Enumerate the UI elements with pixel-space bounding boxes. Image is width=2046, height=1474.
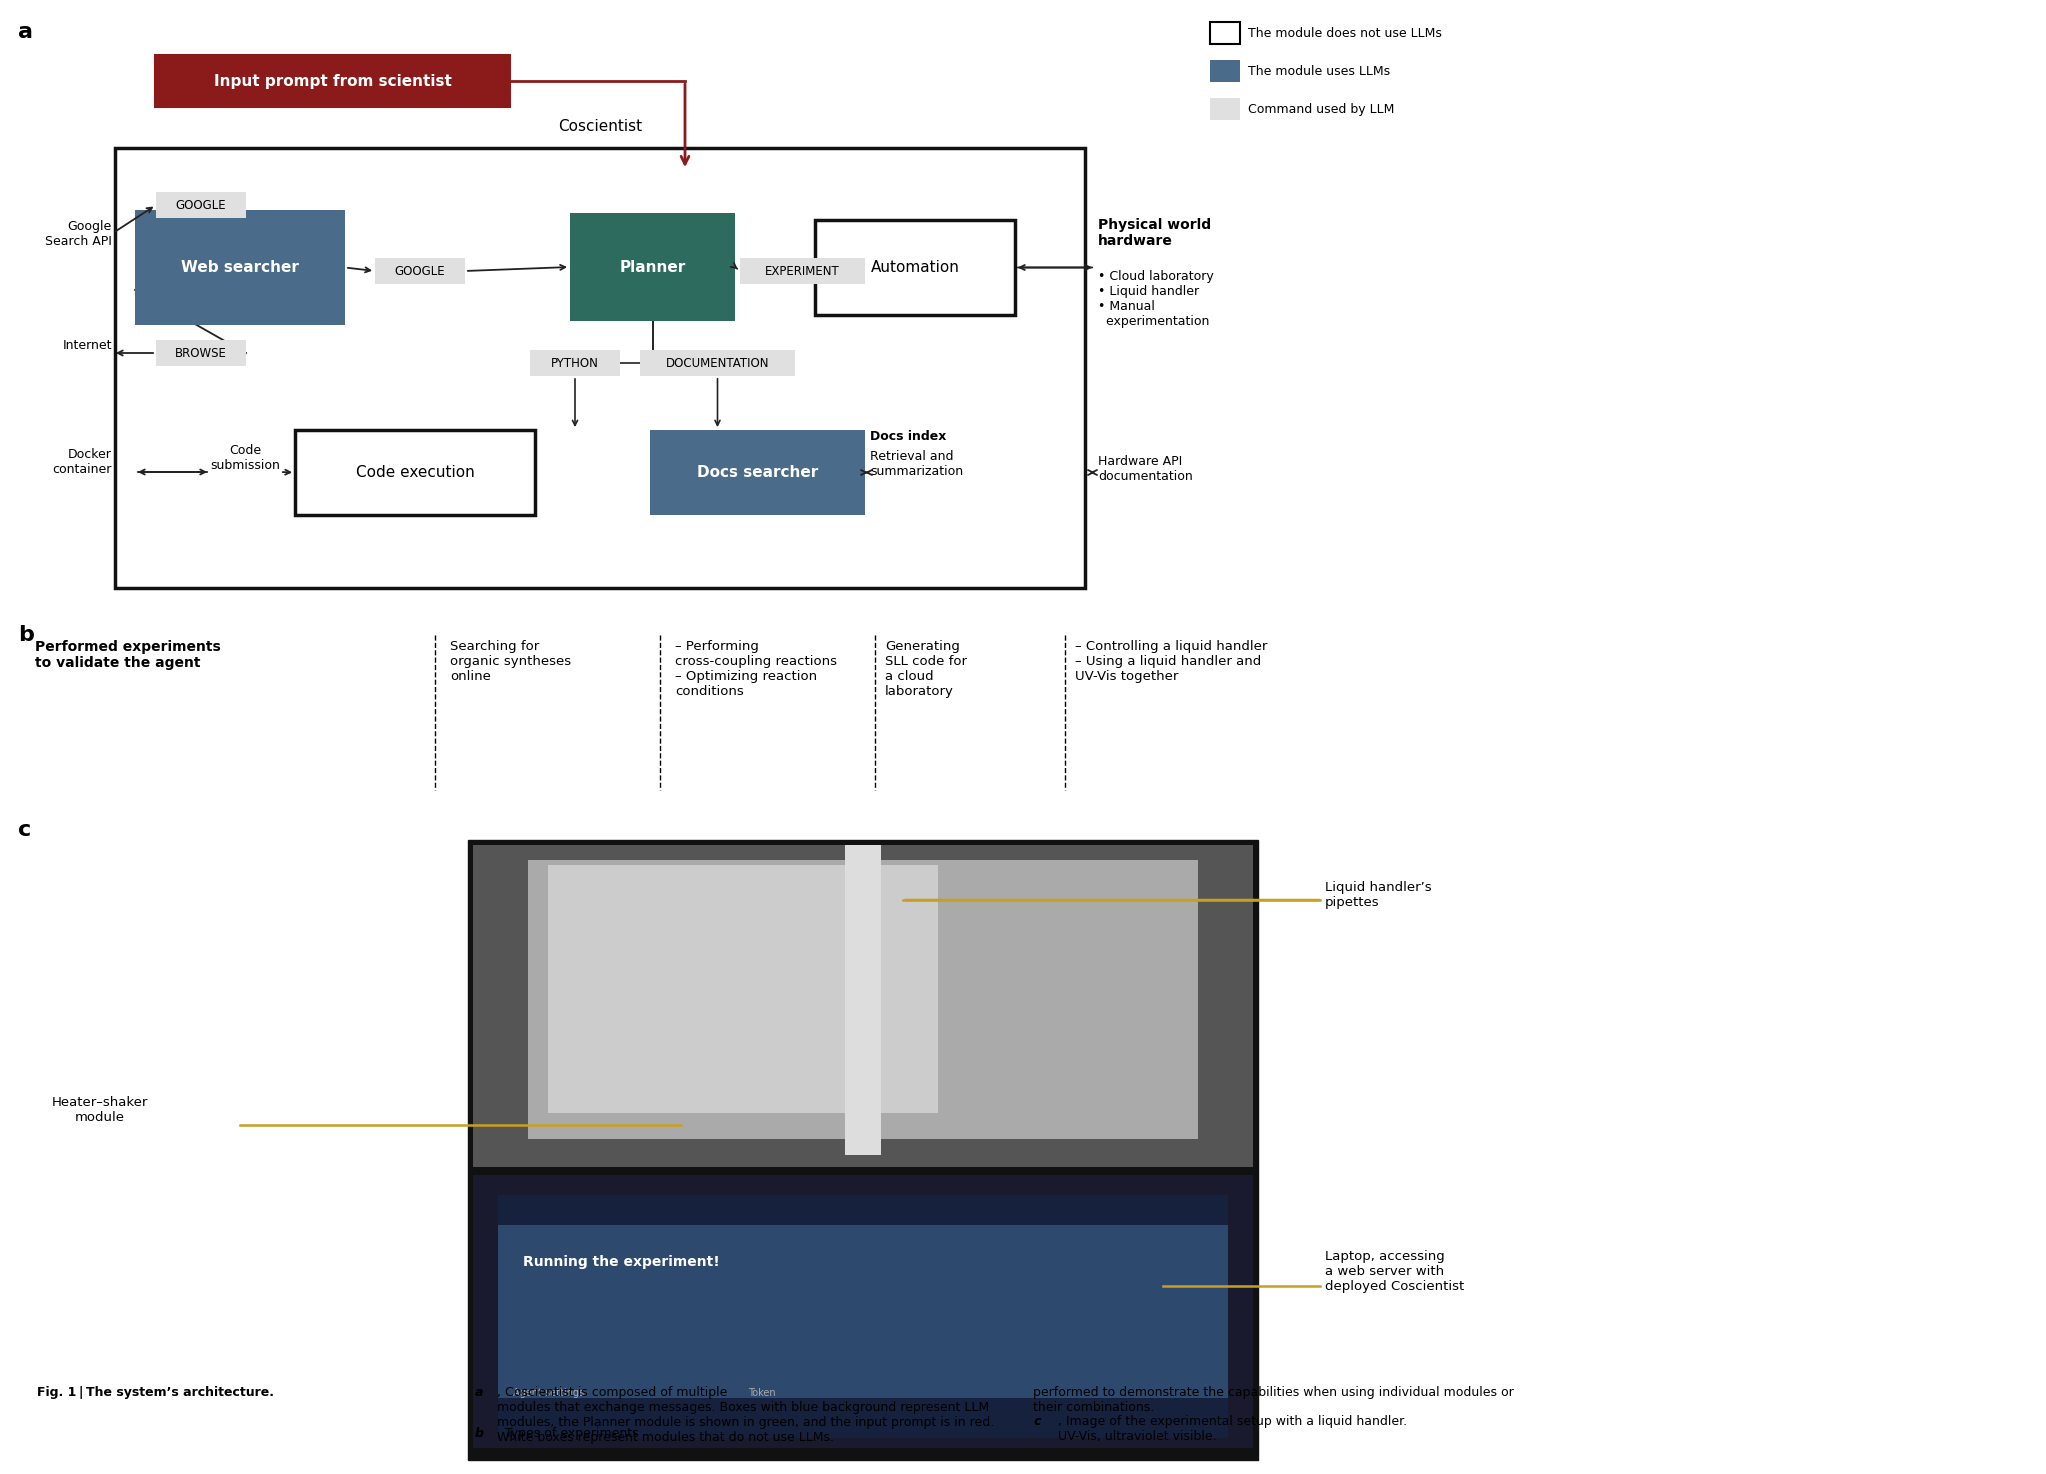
Text: Running the experiment!: Running the experiment! [524, 1254, 720, 1269]
Text: b: b [18, 625, 35, 646]
Text: The module does not use LLMs: The module does not use LLMs [1248, 27, 1442, 40]
Text: Code
submission: Code submission [211, 444, 280, 472]
Text: EXPERIMENT: EXPERIMENT [765, 264, 839, 277]
Text: Docs index: Docs index [870, 430, 947, 444]
Text: performed to demonstrate the capabilities when using individual modules or
their: performed to demonstrate the capabilitie… [1033, 1386, 1514, 1414]
Bar [155, 55, 509, 108]
Text: Input prompt from scientist: Input prompt from scientist [213, 74, 452, 88]
Bar [1209, 97, 1240, 119]
Bar [497, 1225, 1228, 1397]
Text: Command used by LLM: Command used by LLM [1248, 103, 1395, 115]
Text: – Controlling a liquid handler
– Using a liquid handler and
UV-Vis together: – Controlling a liquid handler – Using a… [1074, 640, 1266, 682]
Text: c: c [1033, 1415, 1041, 1428]
Bar [845, 845, 882, 1156]
Bar [1209, 60, 1240, 83]
Bar [548, 865, 937, 1113]
Text: b: b [475, 1427, 483, 1440]
Text: a: a [475, 1386, 483, 1399]
Text: Laptop, accessing
a web server with
deployed Coscientist: Laptop, accessing a web server with depl… [1326, 1250, 1465, 1293]
Text: Planner: Planner [620, 259, 685, 274]
Text: c: c [18, 820, 31, 840]
Text: Retrieval and
summarization: Retrieval and summarization [870, 450, 964, 478]
Bar [497, 1195, 1228, 1437]
Text: Web searcher: Web searcher [180, 259, 299, 276]
Text: – Performing
cross-coupling reactions
– Optimizing reaction
conditions: – Performing cross-coupling reactions – … [675, 640, 837, 699]
Text: , Coscientist is composed of multiple
modules that exchange messages. Boxes with: , Coscientist is composed of multiple mo… [497, 1386, 994, 1443]
Text: Google
Search API: Google Search API [45, 220, 113, 248]
Text: Heater–shaker
module: Heater–shaker module [51, 1097, 147, 1125]
Text: GOOGLE: GOOGLE [395, 264, 446, 277]
Text: PYTHON: PYTHON [550, 357, 599, 370]
Bar [115, 147, 1084, 588]
Bar [469, 840, 1258, 1461]
Text: Internet: Internet [63, 339, 113, 351]
Bar [473, 1175, 1252, 1447]
Text: Token: Token [749, 1387, 775, 1397]
Text: Searching for
organic syntheses
online: Searching for organic syntheses online [450, 640, 571, 682]
Bar [640, 349, 796, 376]
Bar [530, 349, 620, 376]
Text: GOOGLE: GOOGLE [176, 199, 227, 211]
Text: a: a [18, 22, 33, 41]
Text: Docker
container: Docker container [53, 448, 113, 476]
Bar [155, 192, 246, 218]
Bar [741, 258, 865, 284]
Bar [1209, 22, 1240, 44]
Text: Agent settings: Agent settings [514, 1387, 583, 1397]
Text: Hardware API
documentation: Hardware API documentation [1099, 455, 1193, 483]
Text: Code execution: Code execution [356, 464, 475, 481]
Bar [155, 340, 246, 366]
Text: , Types of experiments: , Types of experiments [497, 1427, 638, 1440]
Text: , Image of the experimental setup with a liquid handler.
UV-Vis, ultraviolet vis: , Image of the experimental setup with a… [1058, 1415, 1408, 1443]
Bar [651, 430, 865, 514]
Bar [571, 214, 735, 321]
Text: Automation: Automation [870, 259, 960, 276]
Text: DOCUMENTATION: DOCUMENTATION [665, 357, 769, 370]
Text: Coscientist: Coscientist [559, 119, 642, 134]
Bar [473, 845, 1252, 1167]
Text: Fig. 1 | The system’s architecture.: Fig. 1 | The system’s architecture. [37, 1386, 278, 1399]
Text: Docs searcher: Docs searcher [698, 464, 818, 481]
Bar [135, 209, 346, 324]
Text: Liquid handler’s
pipettes: Liquid handler’s pipettes [1326, 881, 1432, 909]
Text: Generating
SLL code for
a cloud
laboratory: Generating SLL code for a cloud laborato… [886, 640, 968, 699]
Text: BROWSE: BROWSE [176, 346, 227, 360]
Text: • Cloud laboratory
• Liquid handler
• Manual
  experimentation: • Cloud laboratory • Liquid handler • Ma… [1099, 270, 1213, 329]
Bar [528, 859, 1199, 1139]
Bar [374, 258, 464, 284]
Text: Physical world
hardware: Physical world hardware [1099, 218, 1211, 248]
Bar [295, 430, 534, 514]
Bar [814, 220, 1015, 315]
Text: The module uses LLMs: The module uses LLMs [1248, 65, 1389, 78]
Text: Performed experiments
to validate the agent: Performed experiments to validate the ag… [35, 640, 221, 671]
